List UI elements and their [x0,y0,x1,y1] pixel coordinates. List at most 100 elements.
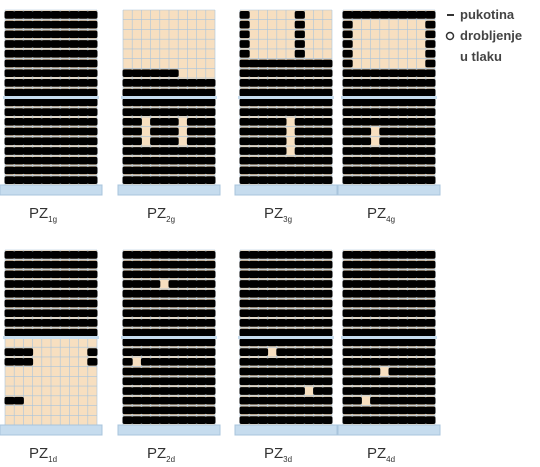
crack-cell [406,127,418,136]
crack-cell [87,108,98,116]
crack-cell [379,357,390,366]
crack-cell [78,127,89,136]
crack-cell [78,40,89,48]
crack-cell [4,98,15,107]
crack-cell [78,98,89,107]
crack-cell [205,108,216,116]
crack-cell [351,147,362,155]
crack-cell [294,156,305,165]
crack-cell [379,416,390,424]
crack-cell [32,299,43,308]
crack-cell [313,117,324,126]
crack-cell [406,299,418,308]
crack-cell [32,98,43,107]
crack-cell [68,59,80,68]
crack-cell [168,270,179,279]
crack-cell [68,40,80,48]
crack-cell [303,338,315,347]
crack-cell [131,319,142,327]
crack-cell [294,270,305,279]
foundation [234,184,338,196]
crack-cell [342,396,353,405]
crack-cell [186,328,198,337]
crack-cell [294,309,305,318]
crack-cell [205,416,216,424]
crack-cell [59,79,70,87]
crack-cell [78,20,89,29]
crack-cell [22,79,34,87]
crack-cell [267,260,278,269]
crack-cell [168,348,179,356]
crack-cell [406,69,418,78]
crack-cell [177,387,188,395]
crack-cell [397,309,408,318]
crack-cell [59,328,70,337]
crack-cell [303,147,315,155]
crack-cell [186,88,198,97]
crack-cell [122,299,133,308]
crack-cell [186,348,198,356]
crack-cell [87,30,98,39]
crack-cell [294,367,305,376]
crack-cell [205,117,216,126]
crack-cell [140,406,152,415]
crack-cell [351,338,362,347]
crack-cell [205,98,216,107]
crack-cell [322,137,333,146]
crack-cell [370,319,381,327]
crack-cell [267,309,278,318]
crack-cell [196,117,207,126]
crack-cell [168,328,179,337]
crack-cell [294,406,305,415]
crack-cell [150,367,161,376]
crack-cell [196,156,207,165]
crack-cell [257,396,269,405]
crack-cell [388,117,399,126]
crack-cell [294,147,305,155]
panel-label-main: PZ [29,445,48,462]
crack-cell [303,289,315,298]
crack-cell [131,348,142,356]
crack-cell [122,270,133,279]
crack-cell [196,367,207,376]
crack-cell [342,98,353,107]
crack-cell [239,319,250,327]
crack-cell [140,309,152,318]
crack-cell [294,280,305,288]
crack-cell [78,280,89,288]
crack-cell [351,406,362,415]
crack-cell [388,98,399,107]
crack-cell [397,299,408,308]
crack-cell [370,11,381,19]
crack-cell [150,127,161,136]
crack-cell [379,98,390,107]
crack-cell [186,338,198,347]
crack-cell [294,30,305,39]
crack-cell [205,260,216,269]
crack-cell [257,147,269,155]
crack-cell [140,88,152,97]
crack-cell [50,117,61,126]
crack-cell [360,289,372,298]
crack-cell [177,396,188,405]
crack-cell [379,270,390,279]
crack-cell [159,156,170,165]
crack-cell [32,40,43,48]
crack-cell [360,11,372,19]
crack-cell [122,79,133,87]
crack-cell [205,319,216,327]
crack-cell [425,416,436,424]
crack-cell [150,416,161,424]
crack-cell [41,79,52,87]
crack-cell [351,387,362,395]
crack-cell [303,328,315,337]
crack-cell [122,69,133,78]
crack-cell [32,156,43,165]
crack-cell [379,108,390,116]
panel-label: PZ1d [29,445,57,464]
crack-cell [68,166,80,175]
crack-cell [59,137,70,146]
crack-cell [122,406,133,415]
crack-cell [342,11,353,19]
